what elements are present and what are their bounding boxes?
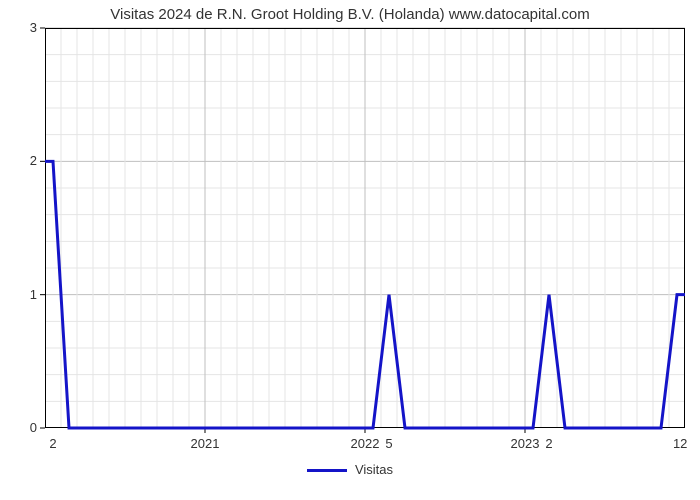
y-tick-label: 1 [7,287,37,302]
legend: Visitas [0,462,700,477]
plot-area [45,28,685,428]
y-tick-label: 3 [7,20,37,35]
peak-value-label: 2 [545,436,552,451]
y-tick-label: 2 [7,153,37,168]
x-tick-label: 2023 [511,436,540,451]
chart-container: Visitas 2024 de R.N. Groot Holding B.V. … [0,0,700,500]
legend-line-icon [307,469,347,472]
x-tick-label: 2022 [351,436,380,451]
plot-svg [45,28,685,428]
legend-label: Visitas [355,462,393,477]
x-tick-label: 2021 [191,436,220,451]
peak-value-label: 5 [385,436,392,451]
y-tick-label: 0 [7,420,37,435]
peak-value-label: 2 [49,436,56,451]
chart-title: Visitas 2024 de R.N. Groot Holding B.V. … [0,6,700,23]
peak-value-label: 12 [673,436,687,451]
